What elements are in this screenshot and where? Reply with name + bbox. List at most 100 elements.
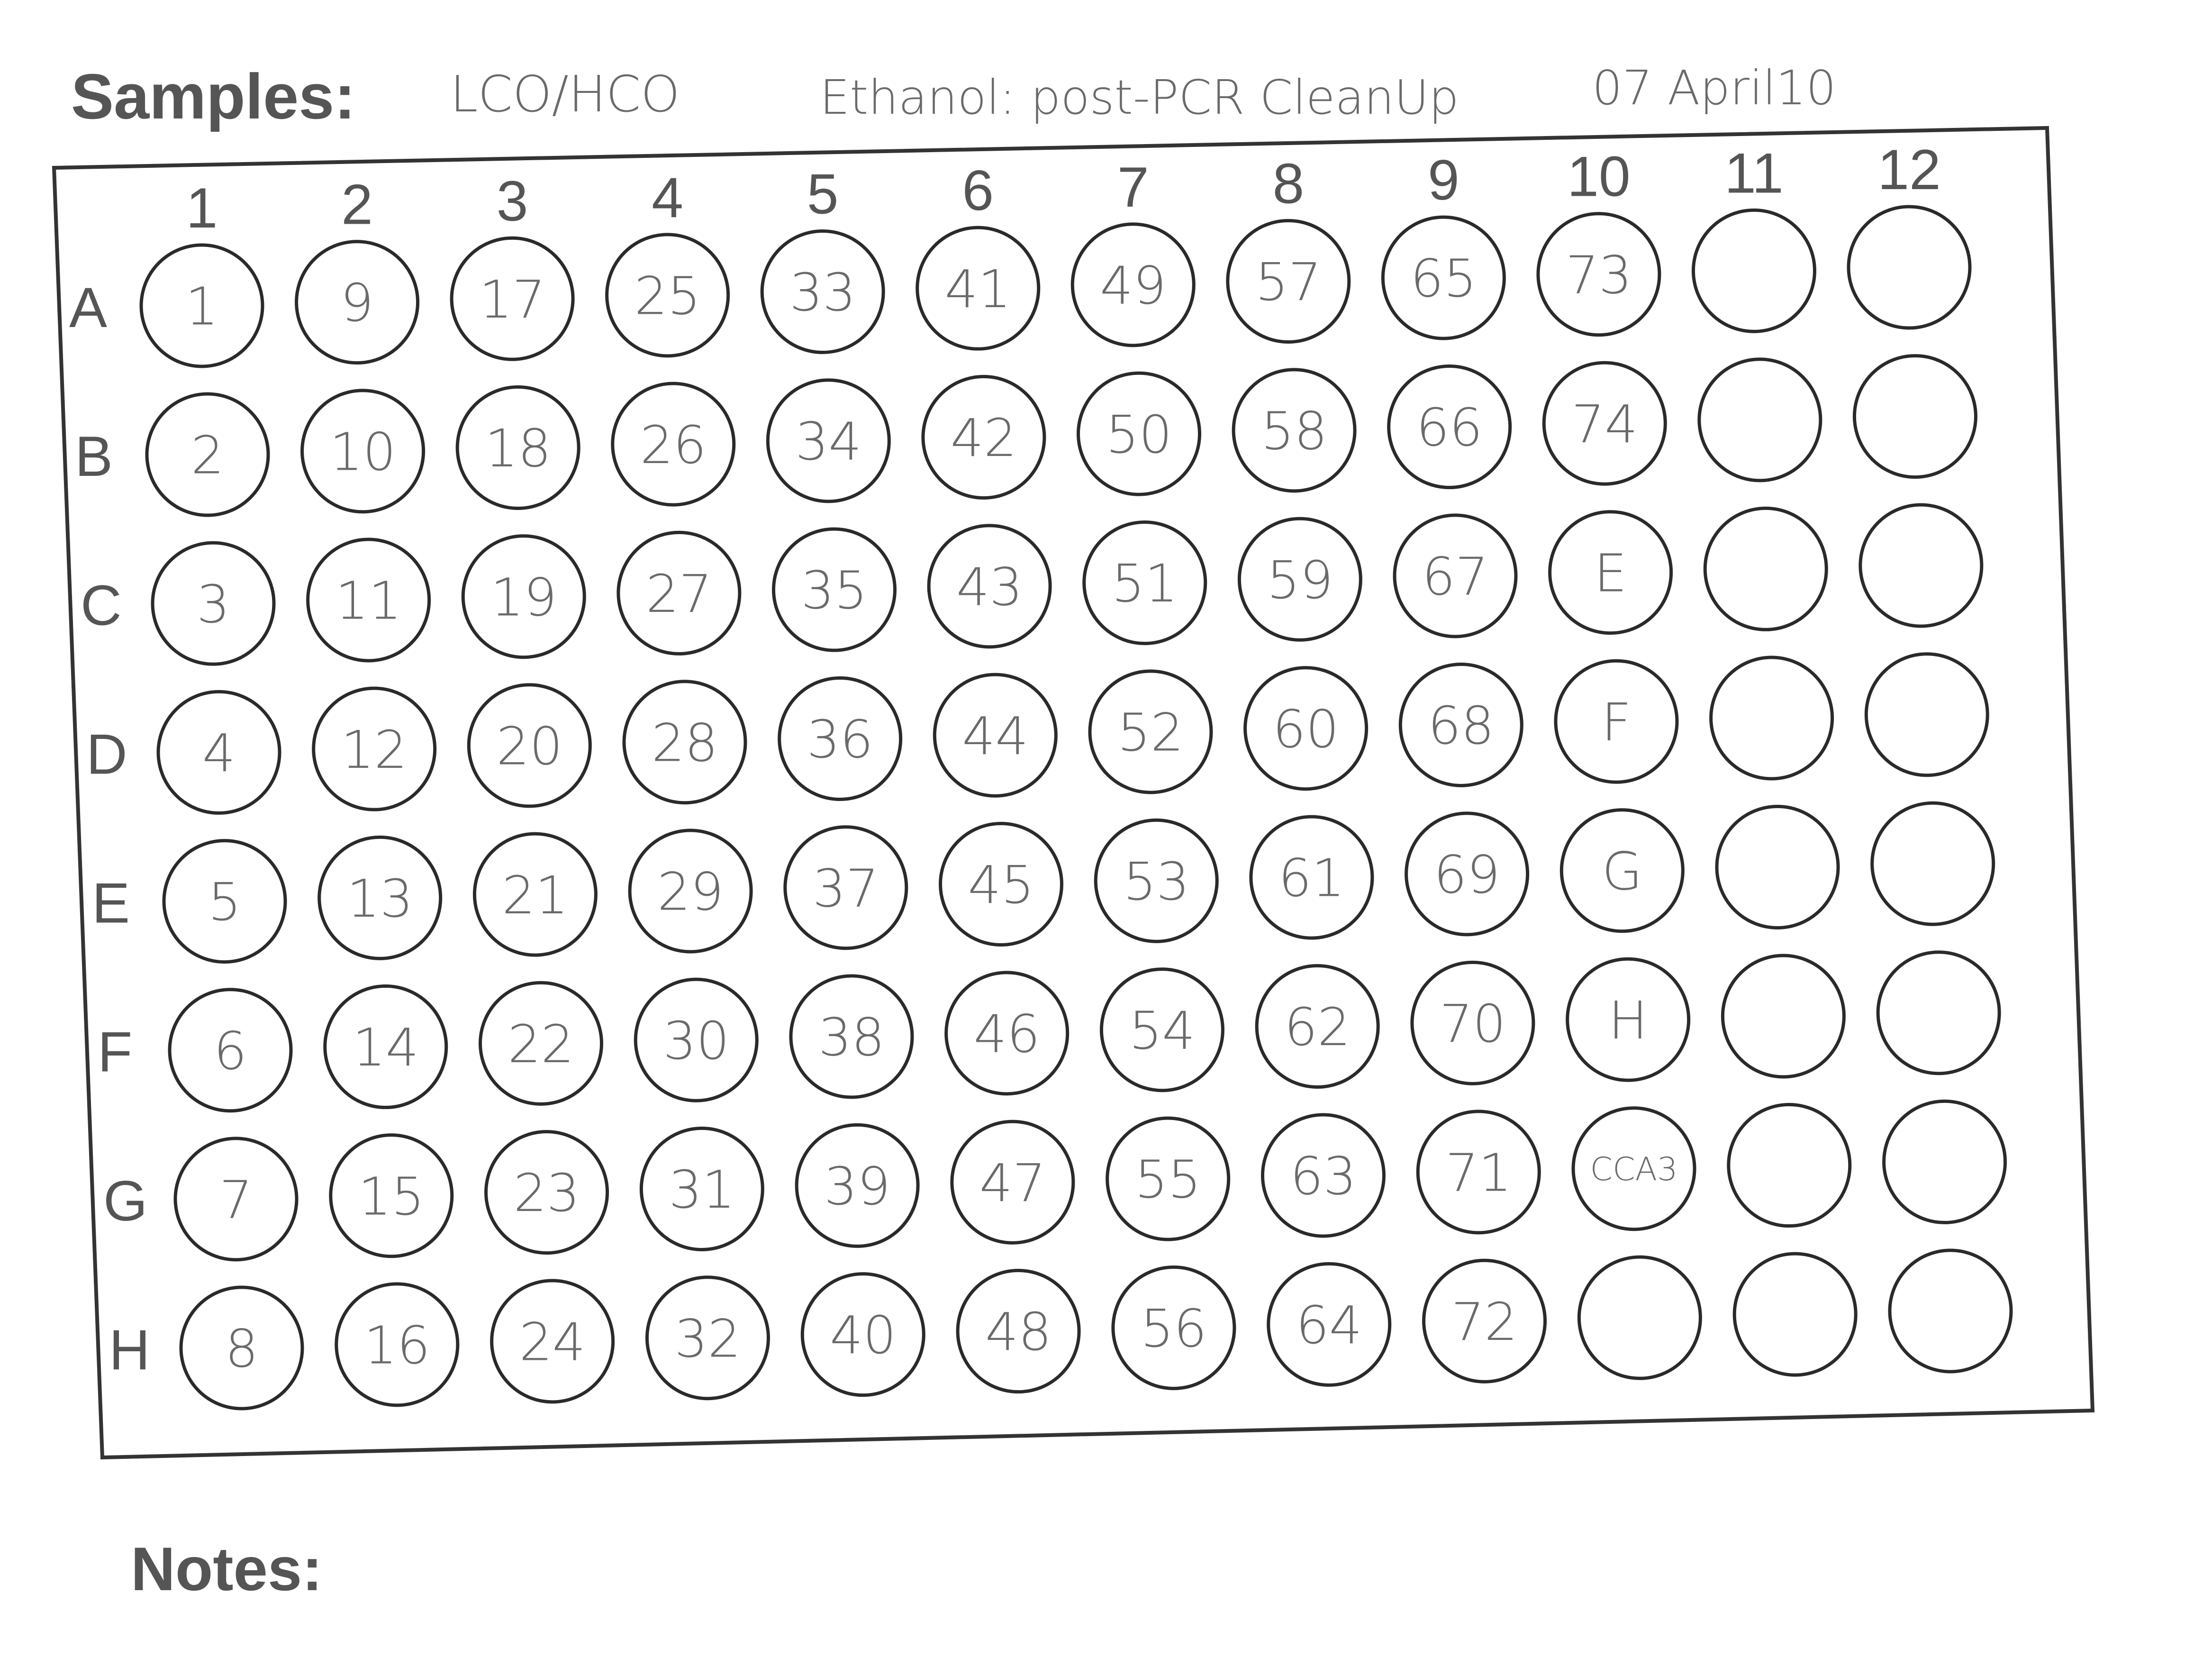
well-label: 47 <box>979 1153 1046 1213</box>
well-circle <box>490 1279 615 1404</box>
well-circle <box>1410 960 1535 1085</box>
well-B8: 58 <box>1232 368 1357 493</box>
well-circle <box>1732 1252 1858 1377</box>
well-circle <box>1243 666 1369 791</box>
well-label: 27 <box>646 564 712 624</box>
well-C4: 27 <box>616 530 742 655</box>
well-label: 22 <box>508 1014 574 1074</box>
well-G1: 7 <box>173 1137 299 1262</box>
well-A1: 1 <box>139 243 264 368</box>
well-circle <box>622 680 747 805</box>
well-label: 15 <box>358 1166 425 1227</box>
column-label: 7 <box>1117 155 1149 219</box>
well-label: 48 <box>985 1302 1052 1362</box>
well-circle <box>156 690 281 815</box>
well-H6: 48 <box>956 1269 1081 1394</box>
column-label: 2 <box>341 173 373 237</box>
well-G4: 31 <box>639 1126 764 1251</box>
well-A7: 49 <box>1070 222 1196 347</box>
well-label: CCA3 <box>1590 1151 1678 1188</box>
handwritten-samples: LCO/HCO <box>450 65 680 123</box>
well-circle <box>1852 354 1977 479</box>
well-circle <box>1393 513 1518 638</box>
well-label: 57 <box>1255 252 1322 312</box>
well-C3: 19 <box>461 534 586 659</box>
well-label: 52 <box>1117 702 1184 763</box>
well-E6: 45 <box>939 822 1064 947</box>
well-circle <box>1255 964 1380 1089</box>
well-label: 38 <box>818 1007 885 1068</box>
row-label: A <box>69 276 107 339</box>
well-label: 69 <box>1434 845 1500 905</box>
well-label: G <box>1602 841 1642 901</box>
well-H7: 56 <box>1111 1265 1236 1390</box>
well-label: 42 <box>951 408 1017 468</box>
well-circle <box>168 988 293 1113</box>
well-label: 50 <box>1106 404 1172 465</box>
well-circle <box>1249 815 1374 940</box>
well-circle <box>1094 818 1219 943</box>
well-circle <box>800 1272 925 1397</box>
well-circle <box>927 524 1052 649</box>
well-label: 5 <box>208 872 241 932</box>
notes-label: Notes: <box>131 1534 322 1603</box>
well-circle <box>1548 510 1673 635</box>
well-D10: F <box>1554 659 1679 784</box>
well-E5: 37 <box>783 825 908 950</box>
well-label: 64 <box>1296 1295 1362 1356</box>
well-circle <box>1070 222 1196 347</box>
well-label: 23 <box>514 1163 580 1223</box>
well-H10 <box>1577 1255 1702 1380</box>
well-D6: 44 <box>933 673 1058 798</box>
well-E4: 29 <box>628 828 753 954</box>
well-B5: 34 <box>766 378 891 503</box>
well-E8: 61 <box>1249 815 1374 940</box>
well-circle <box>1571 1106 1696 1231</box>
well-label: 7 <box>219 1169 253 1230</box>
well-F12 <box>1876 950 2001 1075</box>
plate-outline <box>52 126 2095 1460</box>
well-circle <box>467 683 592 808</box>
well-label: F <box>1601 692 1631 753</box>
well-A3: 17 <box>450 236 575 361</box>
well-label: 51 <box>1112 553 1178 614</box>
well-label: 68 <box>1428 695 1494 756</box>
well-D2: 12 <box>312 686 437 811</box>
column-label: 11 <box>1724 141 1784 205</box>
well-H4: 32 <box>645 1275 770 1401</box>
row-label: C <box>81 574 122 637</box>
well-circle <box>1721 954 1846 1079</box>
well-label: 74 <box>1571 394 1638 455</box>
well-G11 <box>1727 1103 1852 1228</box>
well-circle <box>1864 652 1989 777</box>
well-circle <box>939 822 1064 947</box>
well-circle <box>1267 1262 1392 1387</box>
well-G6: 47 <box>950 1120 1075 1245</box>
well-B11 <box>1697 357 1822 483</box>
well-C12 <box>1858 503 1984 628</box>
well-circle <box>484 1130 609 1255</box>
well-label: 66 <box>1416 397 1483 458</box>
well-circle <box>1387 364 1512 490</box>
well-circle <box>1088 669 1213 794</box>
well-A6: 41 <box>916 226 1041 351</box>
well-label: 61 <box>1278 848 1345 909</box>
well-A12 <box>1847 205 1972 330</box>
well-F6: 46 <box>944 971 1070 1096</box>
well-circle <box>944 971 1070 1096</box>
well-E12 <box>1870 801 1995 926</box>
well-D7: 52 <box>1088 669 1213 794</box>
well-label: 20 <box>496 716 562 777</box>
well-B6: 42 <box>921 375 1046 500</box>
well-H8: 64 <box>1267 1262 1392 1387</box>
well-circle <box>1099 967 1224 1092</box>
row-label: E <box>92 872 130 935</box>
well-label: 35 <box>801 560 868 621</box>
well-G8: 63 <box>1260 1113 1386 1238</box>
well-label: 24 <box>519 1311 586 1372</box>
row-label: H <box>109 1318 150 1382</box>
handwritten-date: 07 April10 <box>1592 60 1836 116</box>
well-A11 <box>1691 208 1816 333</box>
well-label: 33 <box>789 262 856 323</box>
well-label: 65 <box>1410 248 1477 309</box>
